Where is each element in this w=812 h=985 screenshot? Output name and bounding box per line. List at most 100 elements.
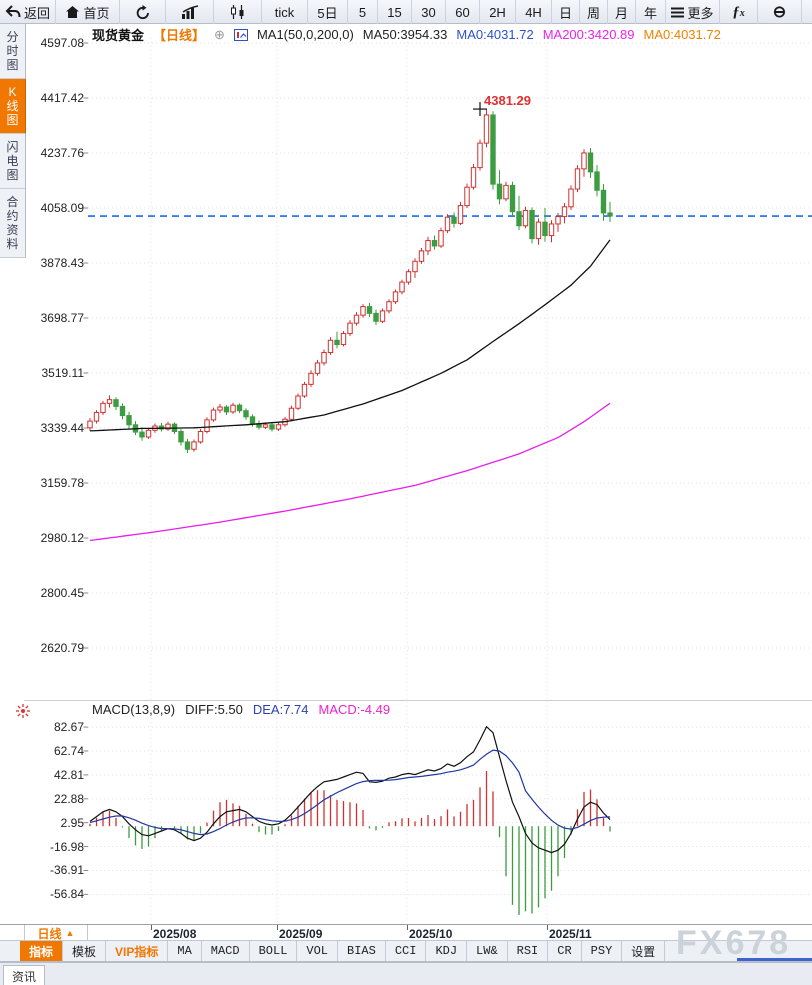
zoom-out-icon: ⊖ (772, 4, 787, 21)
macd-axis-label: -56.84 (49, 887, 84, 902)
macd-header-segment-2: DEA:7.74 (252, 702, 309, 717)
period-30m-button[interactable]: 30 (412, 0, 446, 24)
period-selector[interactable]: 日线 ▲ (24, 925, 88, 941)
sidebar-item-char: 线 (6, 99, 19, 113)
indicator-settings-icon[interactable] (16, 704, 30, 723)
period-2h-button[interactable]: 2H (480, 0, 516, 24)
home-button[interactable]: 首页 (56, 0, 120, 24)
period-label: 日线 (37, 926, 62, 941)
price-axis-label: 3878.43 (40, 256, 84, 270)
bottom-tab-指标[interactable]: 指标 (20, 941, 64, 961)
sidebar-item-合约资料[interactable]: 合约资料 (0, 189, 26, 258)
period-5m-button[interactable]: 5 (348, 0, 378, 24)
month-tick (151, 925, 152, 930)
candlestick-icon (230, 5, 243, 19)
zoom-out-button[interactable]: ⊖ (758, 0, 802, 24)
back-button[interactable]: 返回 (0, 0, 56, 24)
price-axis-label: 3698.77 (40, 311, 84, 325)
month-tick (277, 925, 278, 930)
chart-header-segment-7: MA200:3420.89 (542, 27, 635, 42)
bottom-blue-bar (737, 958, 812, 961)
period-5d-button[interactable]: 5日 (308, 0, 348, 24)
macd-axis-label: 62.74 (53, 743, 84, 758)
indicator-tab-bar: 指标 模板 VIP指标 MA MACD BOLL VOL BIAS CCI KDJ LW& RSI CR… (0, 941, 812, 962)
price-axis-label: 3339.44 (40, 421, 84, 435)
price-axis-label: 2980.12 (40, 531, 84, 545)
time-axis-row: 日线 ▲ 2025/08 2025/09 2025/10 2025/11 (0, 924, 812, 941)
bar-chart-button[interactable] (166, 0, 214, 24)
more-button[interactable]: 更多 (666, 0, 720, 24)
bottom-tab-BOLL[interactable]: BOLL (250, 941, 298, 961)
period-week-button[interactable]: 周 (580, 0, 608, 24)
bottom-tab-MA[interactable]: MA (168, 941, 202, 961)
bottom-tab-BIAS[interactable]: BIAS (338, 941, 386, 961)
price-axis-label: 3159.78 (40, 476, 84, 490)
bottom-tab-MACD[interactable]: MACD (202, 941, 250, 961)
menu-icon (671, 7, 685, 17)
tick-button[interactable]: tick (262, 0, 308, 24)
period-day-button[interactable]: 日 (552, 0, 580, 24)
price-axis-label: 2620.79 (40, 641, 84, 655)
back-arrow-icon (5, 5, 21, 18)
macd-header-segment-1: DIFF:5.50 (185, 702, 243, 717)
macd-axis-label: 82.67 (53, 720, 84, 735)
bar-chart-icon (181, 5, 198, 19)
bottom-tab-设置[interactable]: 设置 (622, 941, 666, 961)
period-4h-button-label: 4H (525, 4, 542, 20)
month-label: 2025/11 (549, 927, 592, 941)
month-label: 2025/09 (279, 927, 323, 941)
bottom-tab-KDJ[interactable]: KDJ (426, 941, 468, 961)
bottom-tab-VOL[interactable]: VOL (297, 941, 339, 961)
bottom-tab-LW&[interactable]: LW& (467, 941, 508, 961)
period-4h-button[interactable]: 4H (516, 0, 552, 24)
price-axis-label: 4058.09 (40, 201, 84, 215)
back-button-label: 返回 (23, 5, 50, 21)
macd-axis-label: 2.95 (60, 815, 84, 830)
period-2h-button-label: 2H (489, 4, 506, 20)
bottom-tab-VIP指标[interactable]: VIP指标 (106, 941, 169, 961)
macd-axis-label: 22.88 (53, 791, 84, 806)
period-5m-button-label: 5 (358, 4, 367, 20)
period-15m-button[interactable]: 15 (378, 0, 412, 24)
fx-button[interactable]: ƒx (720, 0, 758, 24)
bottom-tab-CR[interactable]: CR (548, 941, 582, 961)
refresh-button[interactable] (120, 0, 166, 24)
month-tick (547, 925, 548, 930)
sidebar-item-char: 电 (6, 154, 19, 168)
candlestick-button[interactable] (214, 0, 262, 24)
sidebar-item-char: 资 (6, 223, 19, 237)
period-day-button-label: 日 (558, 5, 572, 21)
macd-header-segment-0: MACD(13,8,9) (92, 702, 176, 717)
price-axis-label: 3519.11 (41, 366, 85, 380)
period-year-button[interactable]: 年 (636, 0, 666, 24)
period-60m-button-label: 60 (455, 4, 470, 20)
circle-plus-icon[interactable]: ⊕ (214, 26, 225, 42)
period-month-button-label: 月 (614, 5, 628, 21)
sidebar-item-char: 图 (6, 58, 19, 72)
period-30m-button-label: 30 (421, 4, 436, 20)
sidebar-item-闪电图[interactable]: 闪电图 (0, 134, 26, 189)
home-button-label: 首页 (83, 5, 110, 21)
more-button-label: 更多 (687, 5, 714, 21)
macd-axis-label: 42.81 (53, 767, 84, 782)
sidebar-item-char: 时 (6, 44, 19, 58)
bottom-tab-PSY[interactable]: PSY (582, 941, 623, 961)
chart-header-segment-6: MA0:4031.72 (456, 27, 534, 42)
bottom-tab-CCI[interactable]: CCI (386, 941, 427, 961)
bottom-tab-模板[interactable]: 模板 (63, 941, 107, 961)
bottom-tab-RSI[interactable]: RSI (508, 941, 549, 961)
period-60m-button[interactable]: 60 (446, 0, 480, 24)
month-label: 2025/10 (409, 927, 453, 941)
price-axis-label: 4597.08 (40, 36, 84, 50)
macd-header-segment-3: MACD:-4.49 (318, 702, 391, 717)
sidebar-item-char: 闪 (6, 140, 19, 154)
period-month-button[interactable]: 月 (608, 0, 636, 24)
fx-formula-icon: ƒx (732, 3, 745, 20)
sidebar-item-分时图[interactable]: 分时图 (0, 24, 26, 79)
top-toolbar: 返回 首页 tick 5日 5 15 30 60 2H 4H 日周月年 更多 ƒx ⊖ (0, 0, 812, 24)
news-tab[interactable]: 资讯 (3, 965, 45, 985)
